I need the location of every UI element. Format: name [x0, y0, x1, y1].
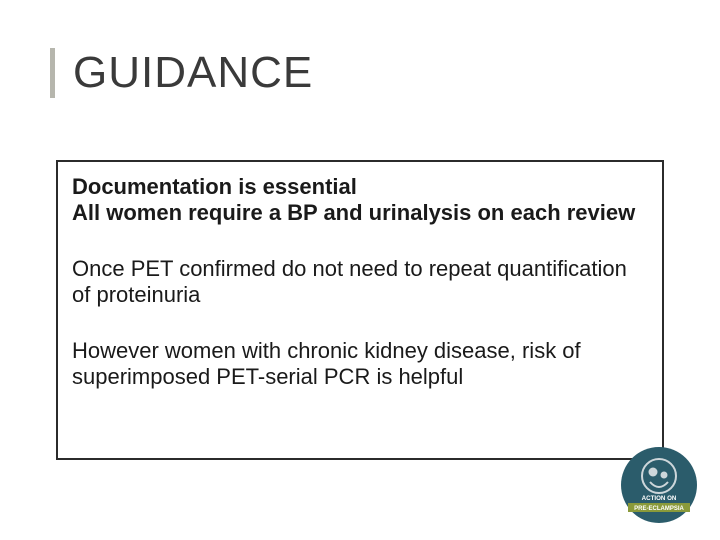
title-block: GUIDANCE: [50, 48, 313, 98]
slide: GUIDANCE Documentation is essential All …: [0, 0, 720, 540]
guidance-line-2: All women require a BP and urinalysis on…: [72, 200, 646, 226]
title-accent-bar: [50, 48, 55, 98]
guidance-line-3: Once PET confirmed do not need to repeat…: [72, 256, 646, 308]
guidance-line-1: Documentation is essential: [72, 174, 646, 200]
org-logo: ACTION ON PRE-ECLAMPSIA: [620, 446, 698, 524]
logo-text-top: ACTION ON: [642, 495, 677, 502]
guidance-box: Documentation is essential All women req…: [56, 160, 664, 460]
spacer: [72, 226, 646, 256]
spacer: [72, 308, 646, 338]
guidance-line-4: However women with chronic kidney diseas…: [72, 338, 646, 390]
page-title: GUIDANCE: [73, 48, 313, 98]
logo-text-bottom: PRE-ECLAMPSIA: [634, 506, 684, 512]
